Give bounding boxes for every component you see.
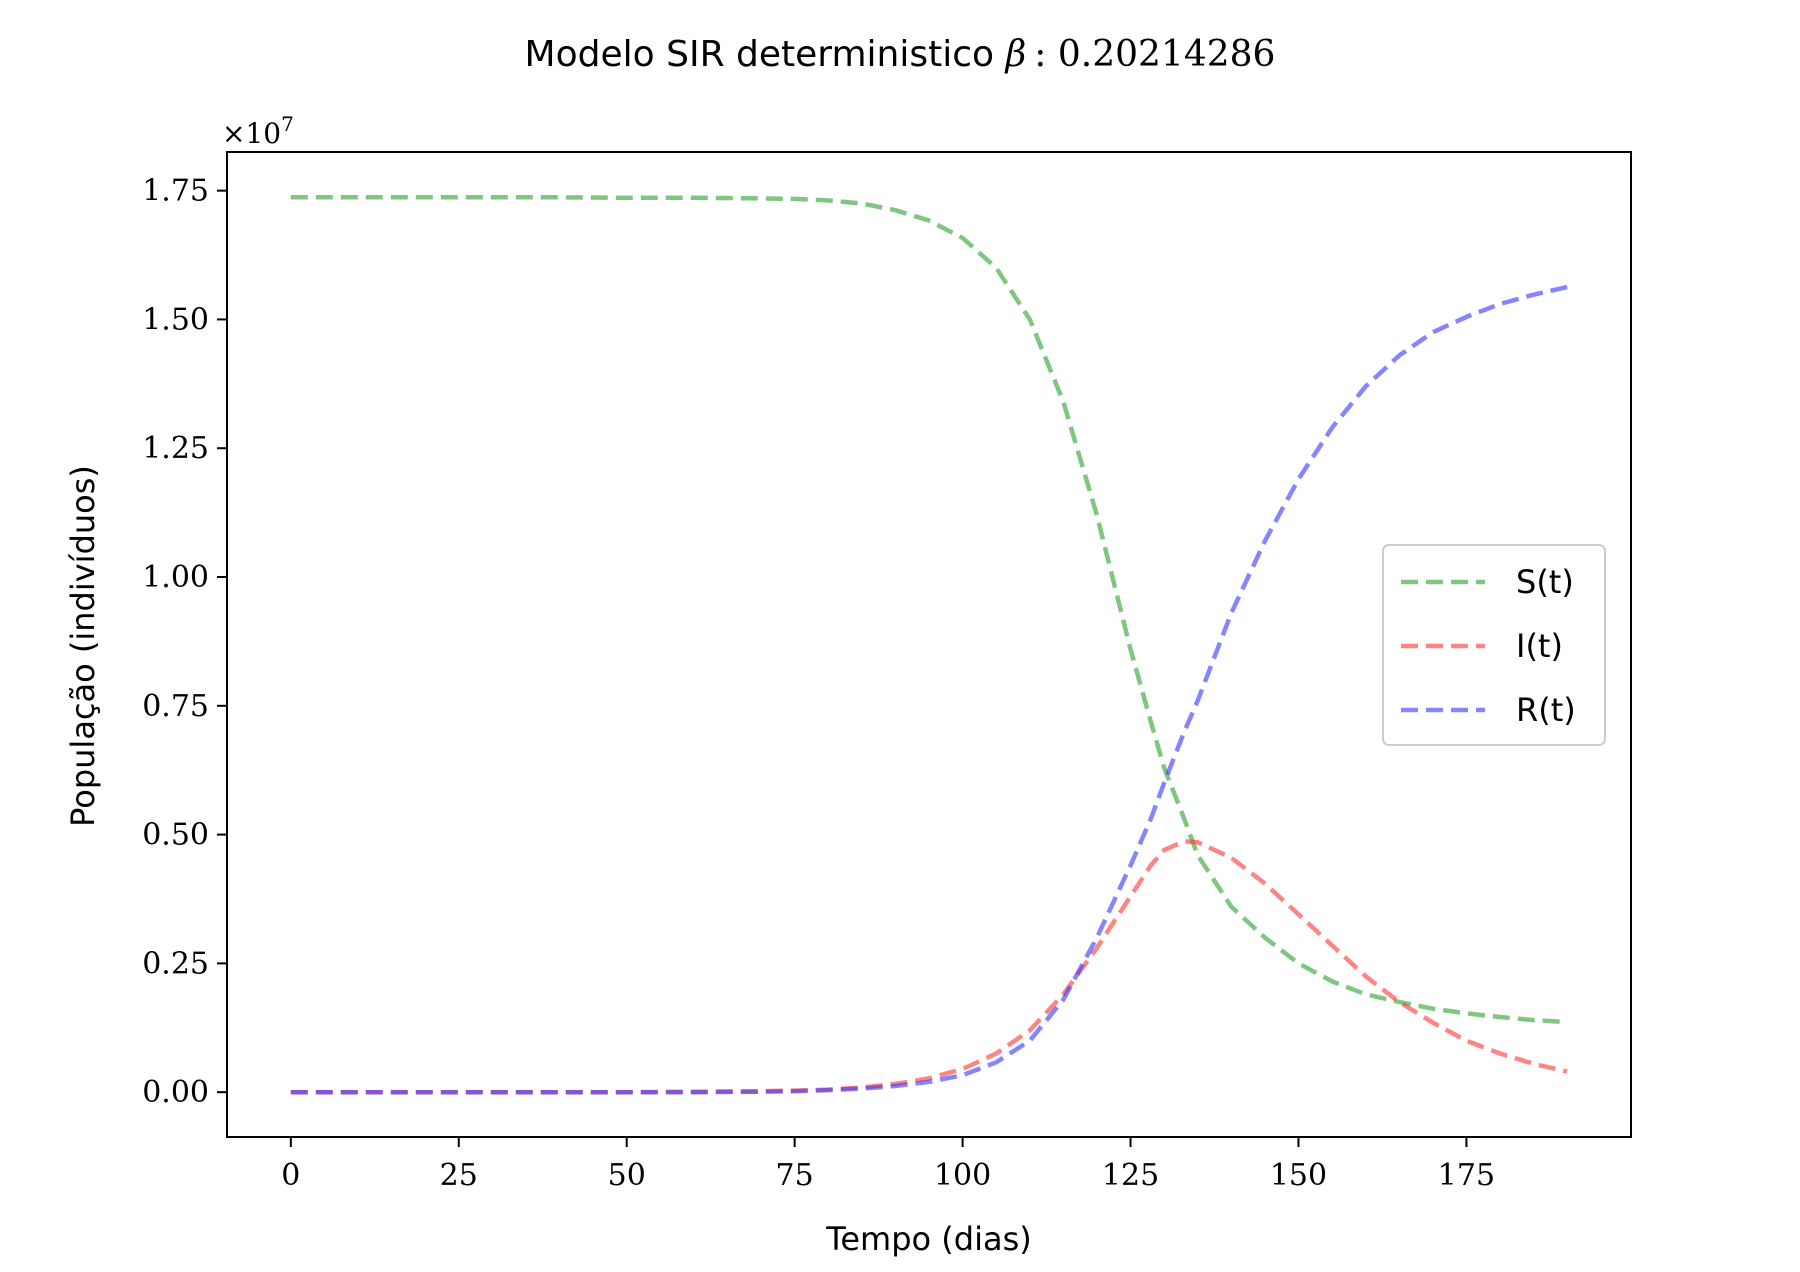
x-tick-label: 25 bbox=[440, 1158, 478, 1193]
x-tick-label: 50 bbox=[608, 1158, 646, 1193]
x-tick-label: 100 bbox=[934, 1158, 991, 1193]
legend-frame bbox=[1382, 544, 1606, 746]
legend-label: I(t) bbox=[1516, 627, 1563, 665]
series-line-3 bbox=[290, 284, 1568, 1095]
y-axis-multiplier-base: ×10 bbox=[222, 117, 281, 150]
y-tick-label: 0.75 bbox=[142, 689, 209, 724]
y-tick-label: 1.25 bbox=[142, 431, 209, 466]
legend-label: S(t) bbox=[1516, 563, 1574, 601]
y-axis-ticks: 0.00 0.25 0.50 0.75 1.00 1.25 1.50 1.75 bbox=[142, 174, 227, 1110]
y-tick-label: 1.50 bbox=[142, 302, 209, 337]
y-axis-multiplier-exponent: 7 bbox=[281, 112, 294, 136]
y-tick-label: 1.75 bbox=[142, 174, 209, 209]
chart-title-value: : 0.20214286 bbox=[1034, 34, 1275, 75]
legend: S(t) I(t) R(t) bbox=[1382, 544, 1606, 746]
y-tick-label: 0.25 bbox=[142, 946, 209, 981]
x-axis-ticks: 0 25 50 75 100 125 150 175 bbox=[281, 1137, 1495, 1193]
series-line-1 bbox=[290, 195, 1568, 1025]
series-line-2 bbox=[290, 839, 1568, 1095]
chart-title: Modelo SIR deterministico β: 0.20214286 bbox=[525, 34, 1276, 75]
y-axis-label: População (indivíduos) bbox=[64, 465, 102, 827]
chart-title-text: Modelo SIR deterministico bbox=[525, 34, 1006, 75]
x-axis-label: Tempo (dias) bbox=[825, 1220, 1031, 1258]
legend-label: R(t) bbox=[1516, 691, 1576, 729]
plot-area bbox=[226, 151, 1632, 1138]
x-tick-label: 150 bbox=[1270, 1158, 1327, 1193]
chart-title-symbol: β bbox=[1003, 34, 1026, 75]
plot-frame bbox=[226, 151, 1632, 1138]
x-tick-label: 75 bbox=[776, 1158, 814, 1193]
y-axis-multiplier: ×107 bbox=[222, 112, 294, 150]
x-tick-label: 0 bbox=[281, 1158, 300, 1193]
series-lines bbox=[290, 195, 1568, 1095]
y-tick-label: 1.00 bbox=[142, 560, 209, 595]
x-tick-label: 125 bbox=[1102, 1158, 1159, 1193]
y-tick-label: 0.50 bbox=[142, 818, 209, 853]
x-tick-label: 175 bbox=[1438, 1158, 1495, 1193]
y-tick-label: 0.00 bbox=[142, 1075, 209, 1110]
